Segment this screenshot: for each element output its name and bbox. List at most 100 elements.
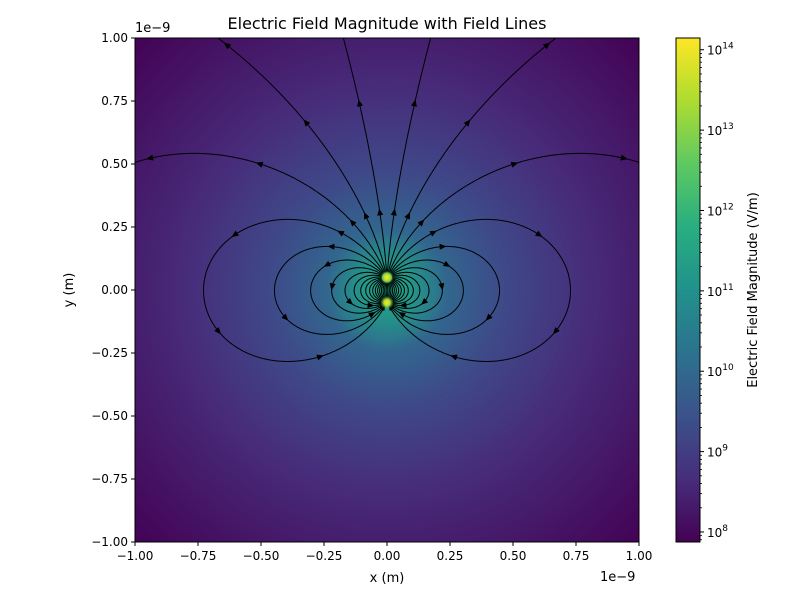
field-lines: [135, 38, 639, 362]
field-line: [365, 277, 385, 304]
x-tick-label: −0.50: [243, 549, 280, 563]
colorbar-tick-label: 1012: [707, 202, 734, 218]
field-arrow: [329, 282, 336, 291]
charge: [380, 270, 394, 285]
field-arrow: [399, 302, 407, 309]
field-line: [387, 38, 557, 273]
field-line: [389, 271, 430, 309]
x-axis: −1.00 −0.75 −0.50 −0.25 0.00 0.25 0.50 0.75 1.00: [117, 542, 653, 563]
colorbar-ticks: 108 109 1010 1011 1012 1013 1014: [700, 42, 734, 541]
field-arrow: [553, 327, 560, 335]
x-tick-label: −0.25: [306, 549, 343, 563]
x-tick-label: 0.25: [437, 549, 464, 563]
colorbar-tick-label: 109: [707, 444, 728, 460]
field-line: [390, 278, 406, 303]
field-line: [331, 267, 385, 314]
field-line: [360, 276, 385, 305]
field-line: [389, 267, 443, 314]
field-arrow: [146, 154, 154, 161]
field-arrow: [390, 208, 397, 216]
colorbar: 108 109 1010 1011 1012 1013 1014 Electric Fiel…: [675, 37, 761, 543]
field-arrow: [367, 302, 375, 309]
field-line: [217, 38, 387, 273]
field-arrow: [485, 313, 493, 321]
field-arrow: [450, 354, 458, 361]
x-tick-label: 1.00: [626, 549, 653, 563]
colorbar-tick-label: 1013: [707, 122, 734, 138]
field-line: [389, 276, 414, 305]
x-tick-label: −1.00: [117, 549, 154, 563]
y-tick-label: −0.25: [91, 346, 128, 360]
field-line: [388, 152, 639, 273]
field-line: [372, 278, 384, 303]
plot-area: [134, 37, 640, 543]
x-tick-label: −0.75: [180, 549, 217, 563]
field-arrow: [214, 327, 221, 335]
field-line: [389, 280, 397, 301]
field-arrow: [231, 230, 239, 238]
y-tick-label: −0.75: [91, 472, 128, 486]
x-axis-label: x (m): [370, 571, 405, 586]
field-arrow: [429, 230, 438, 237]
y-tick-label: 0.25: [101, 220, 128, 234]
field-line: [203, 218, 386, 362]
field-line: [374, 279, 385, 302]
field-arrow: [620, 154, 628, 161]
field-line: [390, 278, 402, 303]
field-arrow: [336, 230, 345, 237]
x-tick-label: 0.00: [374, 549, 401, 563]
field-line: [377, 280, 385, 301]
x-tick-label: 0.50: [500, 549, 527, 563]
y-tick-label: −0.50: [91, 409, 128, 423]
field-arrow: [411, 99, 417, 107]
colorbar-tick-label: 1010: [707, 363, 734, 379]
field-line: [274, 245, 386, 335]
field-arrow: [357, 99, 363, 107]
field-arrow: [420, 297, 429, 305]
y-tick-label: 0.50: [101, 157, 128, 171]
chart-title: Electric Field Magnitude with Field Line…: [228, 14, 547, 33]
field-arrow: [349, 219, 357, 227]
field-line: [389, 259, 464, 322]
colorbar-tick-label: 1011: [707, 283, 734, 299]
field-arrow: [417, 219, 425, 227]
field-arrow: [438, 282, 445, 291]
colorbar-gradient: [675, 37, 701, 543]
field-arrow: [327, 243, 335, 250]
charge: [380, 295, 394, 310]
field-arrow: [368, 312, 376, 319]
field-arrow: [442, 260, 451, 267]
y-axis: −1.00 −0.75 −0.50 −0.25 0.00 0.25 0.50 0.75 1.00: [91, 31, 135, 549]
y-axis-label: y (m): [62, 273, 77, 308]
colorbar-tick-label: 1014: [707, 42, 734, 58]
field-arrow: [510, 161, 519, 168]
field-arrow: [463, 119, 471, 127]
x-scale-offset: 1e−9: [600, 570, 635, 585]
colorbar-label: Electric Field Magnitude (V/m): [746, 192, 761, 388]
field-line: [389, 277, 409, 304]
field-arrow: [281, 313, 289, 321]
field-arrow: [255, 161, 264, 168]
field-arrow: [363, 211, 370, 220]
field-line: [389, 279, 400, 302]
field-arrow: [404, 211, 411, 220]
field-arrow: [535, 230, 543, 238]
field-arrow: [439, 243, 447, 250]
y-tick-label: 1.00: [101, 31, 128, 45]
y-tick-label: 0.75: [101, 94, 128, 108]
field-line: [388, 245, 500, 335]
field-line: [386, 38, 432, 273]
y-tick-label: −1.00: [91, 535, 128, 549]
charges: [380, 270, 394, 310]
y-scale-offset: 1e−9: [135, 21, 170, 36]
field-arrow: [316, 354, 324, 361]
field-arrow: [377, 208, 384, 216]
field-arrow: [323, 260, 332, 267]
colorbar-tick-label: 108: [707, 524, 728, 540]
field-line: [368, 278, 384, 303]
field-arrow: [345, 297, 354, 305]
field-arrow: [303, 119, 311, 127]
field-line: [342, 38, 388, 273]
field-line: [388, 218, 571, 362]
